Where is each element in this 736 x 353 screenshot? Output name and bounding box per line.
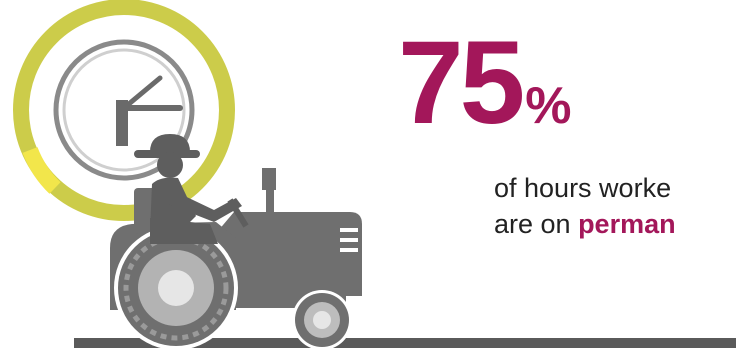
farmer-icon [134,134,249,244]
stat-headline: 75% [398,24,572,142]
stat-caption: of hours worke are on perman [494,170,676,242]
caption-line-2: are on perman [494,206,676,242]
clock-icon [13,0,235,221]
ground-line [74,338,736,348]
stat-percent-sign: % [525,77,572,135]
tractor-icon [110,168,362,350]
caption-line-2-prefix: are on [494,209,579,239]
caption-line-1: of hours worke [494,173,672,203]
caption-highlight: perman [578,209,676,239]
stat-number: 75 [398,17,525,149]
